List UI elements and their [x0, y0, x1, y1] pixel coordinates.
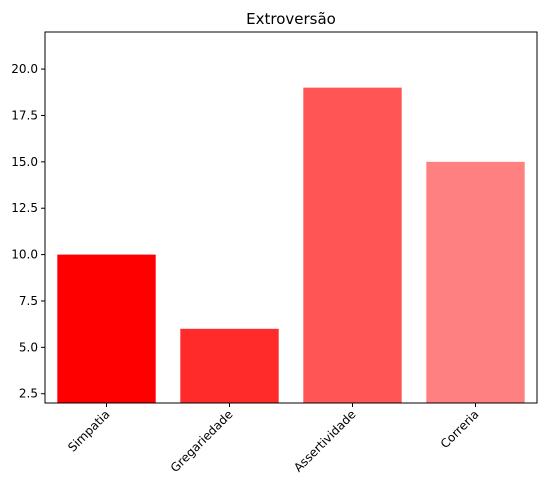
y-tick-label: 17.5: [11, 108, 38, 122]
x-tick-label: Gregariedade: [168, 407, 236, 475]
y-tick-label: 7.5: [19, 294, 38, 308]
bar-correria: [426, 162, 524, 403]
x-tick-label: Correria: [438, 407, 482, 451]
y-tick-label: 15.0: [11, 155, 38, 169]
bar-simpatia: [57, 255, 155, 403]
x-tick-label: Simpatia: [65, 407, 112, 454]
y-tick-label: 12.5: [11, 201, 38, 215]
y-tick-label: 20.0: [11, 62, 38, 76]
bars-layer: [57, 88, 524, 403]
y-tick-label: 10.0: [11, 248, 38, 262]
y-tick-label: 2.5: [19, 387, 38, 401]
y-tick-label: 5.0: [19, 340, 38, 354]
x-axis: Simpatia Gregariedade Assertividade Correri…: [65, 403, 481, 475]
bar-gregariedade: [180, 329, 278, 403]
x-tick-label: Assertividade: [291, 407, 359, 475]
bar-assertividade: [303, 88, 401, 403]
chart-title: Extroversão: [246, 10, 336, 28]
y-axis: 2.5 5.0 7.5 10.0 12.5 15.0 17.5 20.0: [11, 62, 45, 401]
